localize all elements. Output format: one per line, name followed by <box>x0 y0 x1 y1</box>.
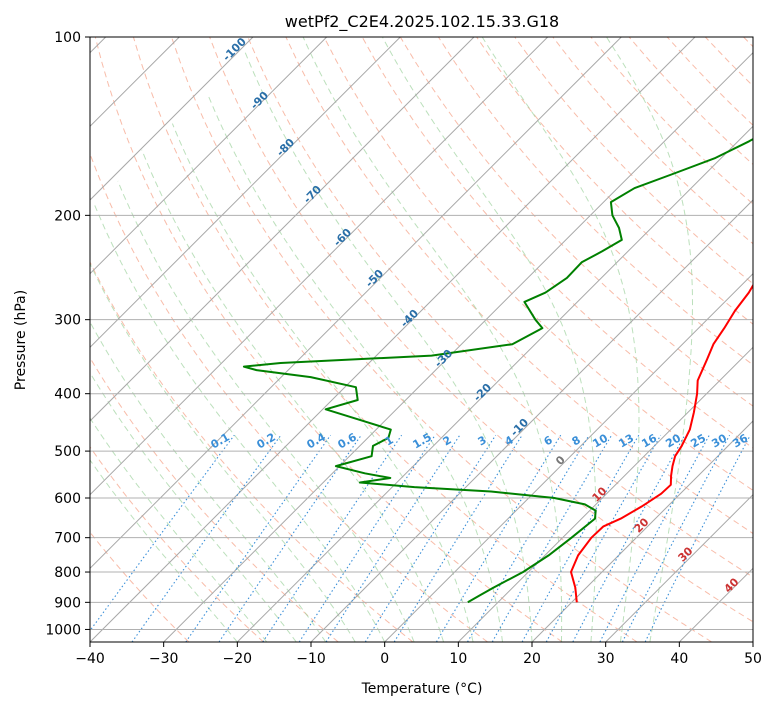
y-axis-label: Pressure (hPa) <box>13 290 29 390</box>
x-tick-label: 0 <box>380 651 389 667</box>
y-tick-label: 800 <box>54 565 81 581</box>
y-tick-label: 400 <box>54 387 81 403</box>
y-tick-label: 100 <box>54 30 81 46</box>
x-tick-label: 40 <box>670 651 688 667</box>
x-tick-label: 30 <box>597 651 615 667</box>
y-tick-label: 600 <box>54 491 81 507</box>
chart-title: wetPf2_C2E4.2025.102.15.33.G18 <box>285 12 559 32</box>
x-tick-label: 20 <box>523 651 541 667</box>
x-tick-label: 10 <box>449 651 467 667</box>
x-tick-label: −10 <box>296 651 326 667</box>
y-tick-label: 300 <box>54 313 81 329</box>
y-tick-label: 900 <box>54 595 81 611</box>
y-tick-label: 1000 <box>45 622 81 638</box>
x-tick-label: −20 <box>223 651 253 667</box>
y-tick-label: 500 <box>54 444 81 460</box>
x-axis-label: Temperature (°C) <box>361 681 483 697</box>
y-tick-label: 700 <box>54 531 81 547</box>
x-tick-label: 50 <box>744 651 762 667</box>
y-tick-label: 200 <box>54 208 81 224</box>
x-tick-label: −30 <box>149 651 179 667</box>
x-tick-label: −40 <box>75 651 105 667</box>
